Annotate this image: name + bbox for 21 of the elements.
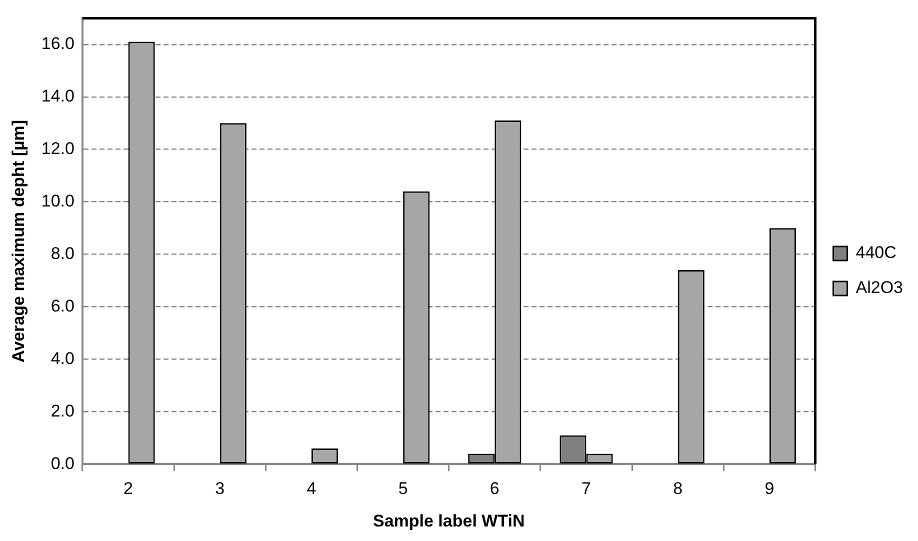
y-tick-label: 4.0 xyxy=(50,348,74,368)
y-tick-label: 10.0 xyxy=(41,192,74,211)
y-axis-title: Average maximum depht [µm] xyxy=(8,120,28,362)
x-tick-label: 6 xyxy=(490,479,500,498)
legend-label: Al2O3 xyxy=(856,278,903,298)
x-tick-label: 7 xyxy=(582,479,591,498)
x-tick-label: 4 xyxy=(306,479,316,498)
x-tick-label: 2 xyxy=(124,479,134,498)
x-tick-label: 8 xyxy=(673,479,683,498)
x-tick-label: 3 xyxy=(215,479,225,498)
y-tick-label: 2.0 xyxy=(50,401,74,420)
legend-label: 440C xyxy=(856,243,896,262)
x-tick-label: 5 xyxy=(398,479,408,498)
y-tick-label: 6.0 xyxy=(50,296,74,316)
y-tick-label: 12.0 xyxy=(41,139,74,158)
x-tick-label: 9 xyxy=(764,479,774,498)
y-tick-label: 16.0 xyxy=(41,34,74,54)
x-axis-title: Sample label WTiN xyxy=(372,511,525,530)
y-tick-label: 14.0 xyxy=(41,86,74,106)
y-tick-label: 8.0 xyxy=(50,244,74,264)
y-tick-label: 0.0 xyxy=(50,454,74,473)
